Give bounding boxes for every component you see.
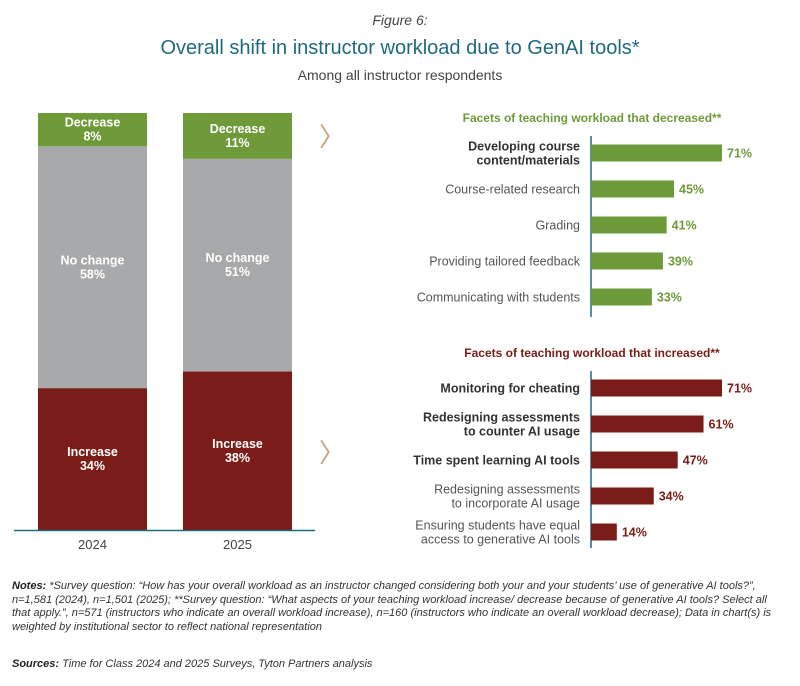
increased-category-label: Ensuring students have equal	[415, 519, 580, 533]
figure-label: Figure 6:	[372, 12, 428, 28]
notes-label: Notes:	[12, 580, 47, 592]
decreased-bar	[591, 288, 652, 306]
decreased-value-label: 33%	[657, 291, 682, 305]
segment-value-label: 58%	[80, 267, 105, 281]
stacked-bar-decrease-2024	[38, 113, 147, 147]
decreased-value-label: 45%	[679, 183, 704, 197]
increased-bar	[591, 487, 654, 505]
notes: Notes: *Survey question: “How has your o…	[12, 580, 788, 634]
increased-category-label: Time spent learning AI tools	[413, 454, 580, 468]
decreased-category-label: Communicating with students	[417, 291, 580, 305]
increased-category-label: Redesigning assessments	[423, 411, 580, 425]
notes-text: *Survey question: “How has your overall …	[12, 580, 772, 633]
increased-category-label: to counter AI usage	[464, 425, 580, 439]
decreased-bar	[591, 180, 675, 198]
x-tick-label: 2024	[78, 537, 107, 552]
increased-bar	[591, 379, 722, 397]
decreased-category-label: Developing course	[468, 140, 580, 154]
stacked-bar-increase-2025	[183, 371, 292, 530]
segment-value-label: 51%	[225, 265, 250, 279]
chart-subtitle: Among all instructor respondents	[297, 67, 503, 83]
increased-value-label: 34%	[659, 490, 684, 504]
increased-value-label: 61%	[709, 418, 734, 432]
stacked-bar-increase-2024	[38, 388, 147, 530]
decreased-category-label: Grading	[536, 219, 581, 233]
increased-bar	[591, 451, 678, 469]
segment-value-label: 34%	[80, 459, 105, 473]
decrease-arrow-icon: 〉	[319, 122, 345, 152]
segment-value-label: 8%	[83, 130, 101, 144]
sources: Sources: Time for Class 2024 and 2025 Su…	[12, 658, 788, 670]
stacked-bar-no-change-2025	[183, 158, 292, 372]
decreased-category-label: content/materials	[476, 154, 580, 168]
decreased-bar	[591, 216, 667, 234]
increased-title: Facets of teaching workload that increas…	[464, 346, 720, 360]
increased-value-label: 71%	[727, 382, 752, 396]
stacked-bar-no-change-2024	[38, 146, 147, 389]
decreased-bar	[591, 252, 663, 270]
segment-name-label: Decrease	[210, 122, 266, 136]
increase-arrow-icon: 〉	[319, 438, 345, 468]
increased-value-label: 47%	[683, 454, 708, 468]
stacked-bar-decrease-2025	[183, 113, 292, 159]
increased-category-label: Monitoring for cheating	[440, 382, 580, 396]
increased-value-label: 14%	[622, 526, 647, 540]
increased-category-label: to incorporate AI usage	[451, 497, 580, 511]
segment-name-label: Increase	[212, 437, 263, 451]
increased-category-label: access to generative AI tools	[421, 533, 580, 547]
decreased-category-label: Course-related research	[445, 183, 580, 197]
segment-name-label: Decrease	[65, 116, 121, 130]
segment-name-label: No change	[61, 253, 125, 267]
x-tick-label: 2025	[223, 537, 252, 552]
sources-text: Time for Class 2024 and 2025 Surveys, Ty…	[62, 658, 373, 670]
segment-name-label: Increase	[67, 445, 118, 459]
decreased-category-label: Providing tailored feedback	[429, 255, 581, 269]
segment-value-label: 11%	[225, 136, 249, 150]
decreased-value-label: 71%	[727, 147, 752, 161]
decreased-bar	[591, 144, 722, 162]
chart-title: Overall shift in instructor workload due…	[160, 37, 640, 59]
decreased-value-label: 41%	[672, 219, 697, 233]
sources-label: Sources:	[12, 658, 60, 670]
increased-category-label: Redesigning assessments	[434, 483, 580, 497]
segment-value-label: 38%	[225, 451, 250, 465]
decreased-value-label: 39%	[668, 255, 693, 269]
segment-name-label: No change	[206, 251, 270, 265]
increased-bar	[591, 523, 617, 541]
decreased-title: Facets of teaching workload that decreas…	[463, 111, 722, 125]
increased-bar	[591, 415, 704, 433]
